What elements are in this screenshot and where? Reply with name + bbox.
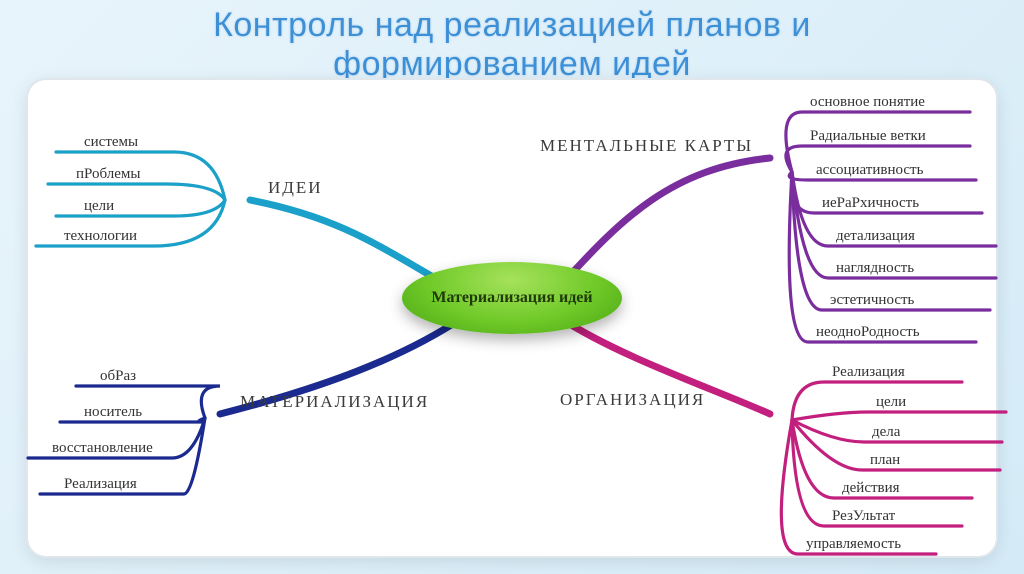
leaf-mental-1: Радиальные ветки — [810, 128, 926, 145]
leaf-org-4: действия — [842, 480, 900, 497]
center-label: Материализация идей — [431, 289, 592, 307]
leaf-org-6: управляемость — [806, 536, 901, 553]
leaf-mental-6: эстетичность — [830, 292, 914, 309]
leaf-ideas-2: цели — [84, 198, 114, 215]
leaf-material-2: восстановление — [52, 440, 153, 457]
leaf-mental-5: наглядность — [836, 260, 914, 277]
leaf-org-0: Реализация — [832, 364, 905, 381]
center-node: Материализация идей — [402, 262, 622, 334]
leaf-ideas-1: пРоблемы — [76, 166, 140, 183]
leaf-material-0: обРаз — [100, 368, 136, 385]
branch-label-org: ОРГАНИЗАЦИЯ — [560, 390, 705, 410]
branch-label-material: МАТЕРИАЛИЗАЦИЯ — [240, 392, 429, 412]
leaf-org-3: план — [870, 452, 900, 469]
branch-label-ideas: ИДЕИ — [268, 178, 323, 198]
leaf-mental-3: иеРаРхичность — [822, 195, 919, 212]
leaf-mental-4: детализация — [836, 228, 915, 245]
leaf-mental-0: основное понятие — [810, 94, 925, 111]
leaf-mental-7: неодноРодность — [816, 324, 920, 341]
branch-label-mental: МЕНТАЛЬНЫЕ КАРТЫ — [540, 136, 753, 156]
leaf-material-1: носитель — [84, 404, 142, 421]
leaf-ideas-3: технологии — [64, 228, 137, 245]
leaf-org-5: РезУльтат — [832, 508, 895, 525]
leaf-material-3: Реализация — [64, 476, 137, 493]
leaf-mental-2: ассоциативность — [816, 162, 923, 179]
leaf-org-1: цели — [876, 394, 906, 411]
leaf-ideas-0: системы — [84, 134, 138, 151]
leaf-org-2: дела — [872, 424, 900, 441]
